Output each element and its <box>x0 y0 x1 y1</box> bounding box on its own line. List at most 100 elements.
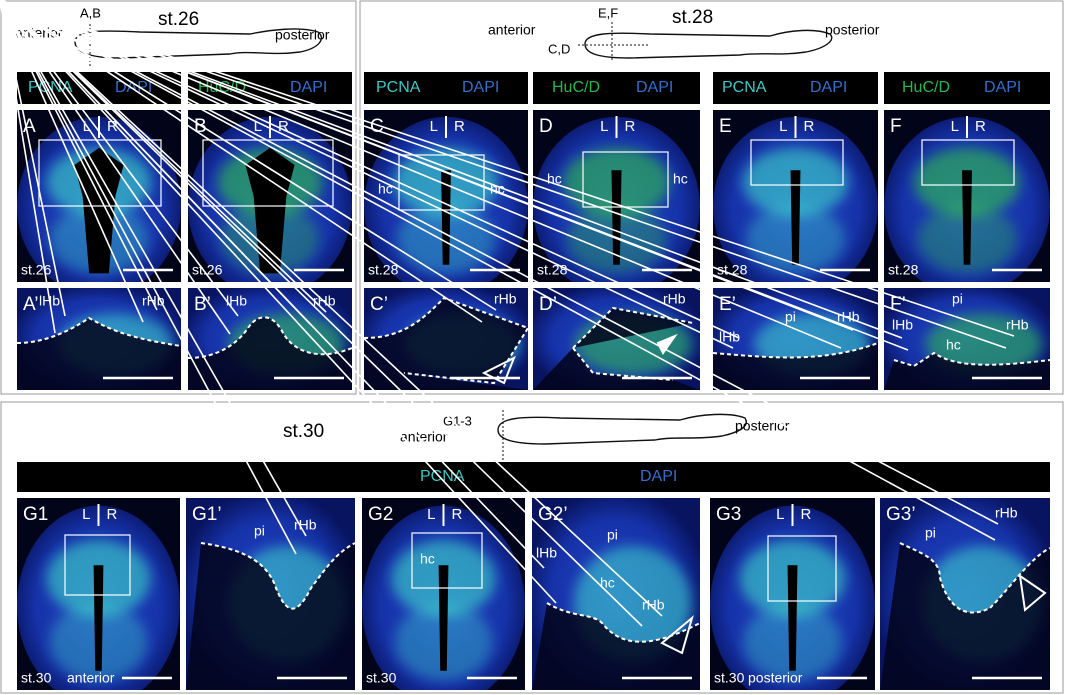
stage-label: st.30 <box>366 670 397 686</box>
pointer <box>0 0 557 604</box>
boundary <box>200 542 356 610</box>
micrograph <box>186 498 355 690</box>
header-marker: PCNA <box>722 79 767 96</box>
side-label: R <box>625 118 636 135</box>
header-dapi: DAPI <box>462 79 499 96</box>
lumen <box>533 308 700 390</box>
pointer <box>0 0 307 537</box>
header-bar <box>713 72 878 104</box>
panel-letter: D <box>539 116 553 137</box>
annotation: rHb <box>642 597 665 613</box>
pointer <box>0 0 642 626</box>
header-dapi: DAPI <box>984 79 1021 96</box>
header-bar <box>533 72 700 104</box>
annotation: hc <box>600 575 615 591</box>
pointer <box>0 0 740 339</box>
side-label: R <box>107 506 118 523</box>
micrograph <box>884 110 1050 282</box>
lumen <box>364 298 528 390</box>
pointer <box>0 0 66 317</box>
micrograph <box>880 498 1050 690</box>
annotation: rHb <box>494 291 517 307</box>
annotation: pi <box>254 523 265 539</box>
panel-letter: B’ <box>194 294 211 315</box>
stage-label: st.28 <box>368 262 399 278</box>
annotation: hc <box>946 337 961 353</box>
roi-box <box>64 534 131 596</box>
stage-label: st.26 <box>21 262 52 278</box>
roi-box <box>767 535 837 602</box>
frame <box>0 401 1064 694</box>
orientation: anterior <box>400 429 448 445</box>
pointer <box>0 0 545 569</box>
orientation: posterior <box>825 22 880 38</box>
ventricle <box>787 565 798 671</box>
embryo <box>497 413 747 445</box>
lumen <box>884 353 1050 390</box>
ventricle <box>74 147 124 274</box>
ventricle <box>245 147 295 274</box>
pointer <box>0 0 56 334</box>
pointer <box>0 0 903 339</box>
micrograph <box>362 498 525 690</box>
side-label: L <box>600 118 608 135</box>
pointer <box>0 0 497 311</box>
boundary <box>187 316 353 359</box>
pointer <box>0 0 297 555</box>
header-dapi: DAPI <box>115 79 152 96</box>
embryo <box>74 28 323 59</box>
side-label: L <box>951 118 959 135</box>
stage-label: st.30 <box>21 670 52 686</box>
roi-box <box>750 139 844 186</box>
micrograph <box>533 110 700 282</box>
stage-label: st.30 <box>714 670 745 686</box>
panel-letter: G3’ <box>886 504 916 525</box>
side-label: L <box>776 506 784 523</box>
header-marker: HuC/D <box>198 79 246 96</box>
annotation: lHb <box>226 293 247 309</box>
roi-box <box>921 139 1015 186</box>
frame <box>0 0 357 395</box>
stage-label: st.28 <box>537 262 568 278</box>
stage-label: st.28 <box>717 262 748 278</box>
header-marker: PCNA <box>376 79 421 96</box>
section-label: E,F <box>598 5 618 20</box>
panel-letter: E’ <box>719 294 736 315</box>
pointer <box>0 0 842 349</box>
pointer <box>0 0 144 323</box>
panel-letter: A’ <box>23 294 38 315</box>
micrograph <box>713 288 878 390</box>
section-label: G1-3 <box>443 413 472 428</box>
panel-letter: E <box>719 116 732 137</box>
ventricle <box>790 170 801 265</box>
panel-letter: F <box>890 116 902 137</box>
pointer <box>0 0 158 311</box>
annotation: posterior <box>748 670 803 686</box>
micrograph <box>364 288 528 390</box>
micrograph <box>532 498 700 690</box>
ventricle <box>611 170 622 265</box>
stage-title: st.30 <box>283 421 324 442</box>
annotation: rHb <box>294 517 317 533</box>
arrowhead <box>1018 573 1047 612</box>
header-bar <box>17 462 1050 492</box>
header-bar <box>364 72 528 104</box>
annotation: lHb <box>536 545 557 561</box>
micrograph <box>188 110 352 282</box>
arrowhead <box>660 615 694 655</box>
side-label: R <box>804 118 815 135</box>
annotation: anterior <box>67 670 115 686</box>
ventricle <box>962 170 972 265</box>
micrograph <box>710 498 875 690</box>
pointer <box>0 0 998 524</box>
panel-letter: G2 <box>368 504 393 525</box>
lumen <box>532 603 700 690</box>
header-marker: HuC/D <box>552 79 600 96</box>
header-bar <box>884 72 1050 104</box>
micrograph <box>17 498 180 690</box>
pointer <box>0 0 995 540</box>
annotation: lHb <box>892 317 913 333</box>
annotation: lHb <box>719 329 740 345</box>
